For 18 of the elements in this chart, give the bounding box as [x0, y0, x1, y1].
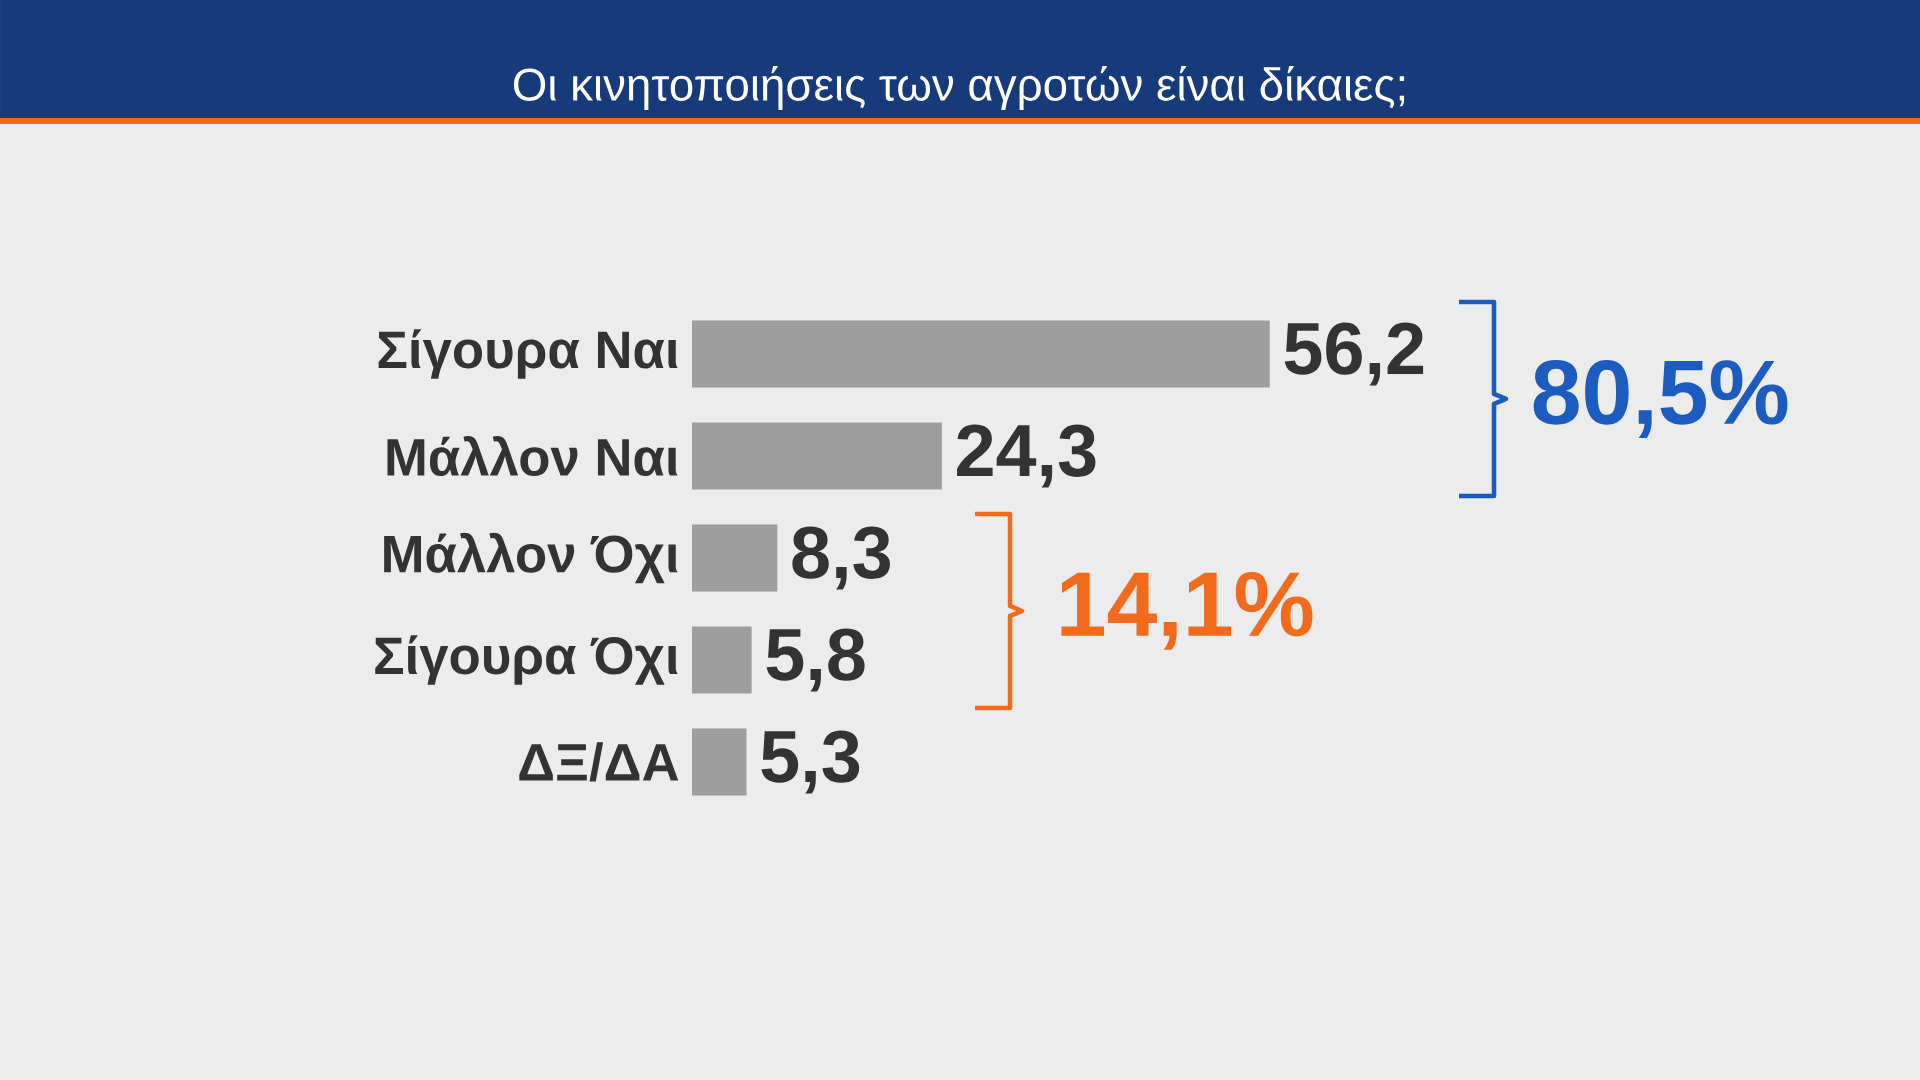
data-label: 24,3	[957, 424, 1096, 488]
y-tick-label: Σίγουρα Ναι	[378, 329, 678, 379]
bar	[692, 626, 752, 694]
text: 80,5%	[1533, 359, 1788, 438]
bar	[692, 524, 778, 592]
data-label: 8,3	[792, 526, 890, 590]
data-label: 5,8	[766, 628, 865, 692]
data-label: 56,2	[1284, 322, 1424, 386]
bar	[692, 320, 1270, 388]
chart-title: Οι κινητοποιήσεις των αγροτών είναι δίκαιες;	[513, 66, 1405, 110]
y-tick-label: Μάλλον Όχι	[384, 532, 678, 584]
bar	[692, 728, 747, 796]
bar	[692, 422, 942, 490]
y-tick-label: Σίγουρα Όχι	[375, 635, 678, 685]
y-tick-label: ΔΞ/ΔΑ	[519, 742, 679, 782]
annotation: 14,1%	[1061, 572, 1313, 650]
data-label: 5,3	[761, 730, 860, 794]
y-tick-label: Μάλλον Ναι	[387, 436, 678, 477]
